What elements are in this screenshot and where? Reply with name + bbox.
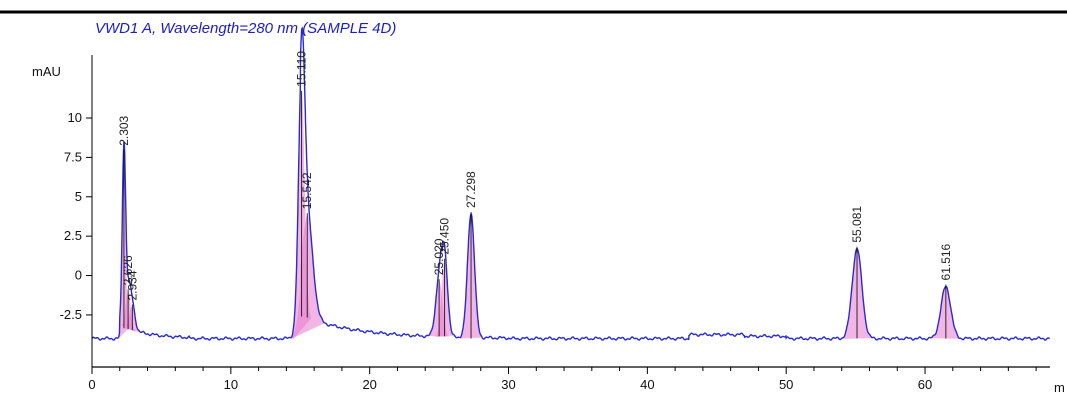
x-tick-label-4: 40: [640, 377, 654, 392]
peak-label-1: 2.626: [121, 255, 135, 285]
peak-label-9: 61.516: [939, 243, 953, 280]
chart-title: VWD1 A, Wavelength=280 nm (SAMPLE 4D): [95, 20, 396, 37]
peak-label-2: 2.934: [125, 270, 139, 300]
peak-label-7: 27.298: [464, 171, 478, 208]
y-tick-label-5: 10: [68, 110, 82, 125]
x-tick-label-0: 0: [88, 377, 95, 392]
x-axis-unit-label: m: [1054, 380, 1065, 395]
peak-label-4: 15.542: [300, 172, 314, 209]
y-tick-label-4: 7.5: [64, 149, 82, 164]
y-axis-label: mAU: [32, 64, 61, 79]
peak-label-5: 25.020: [432, 238, 446, 275]
y-ticks: -2.5 0 2.5 5 7.5 10: [60, 110, 92, 322]
peak-label-6: 25.450: [438, 218, 452, 255]
peak-label-3: 15.110: [295, 51, 309, 87]
peak-fills: [118, 92, 961, 340]
x-ticks: 0 10 20 30 40 50 60: [88, 367, 1037, 392]
x-tick-label-3: 30: [501, 377, 515, 392]
y-tick-label-1: 0: [75, 268, 82, 283]
peak-label-8: 55.081: [850, 206, 864, 243]
x-tick-label-1: 10: [224, 377, 238, 392]
y-tick-label-2: 2.5: [64, 228, 82, 243]
y-tick-label-3: 5: [75, 189, 82, 204]
peak-label-0: 2.303: [117, 115, 131, 145]
x-tick-label-6: 60: [918, 377, 932, 392]
y-tick-label-0: -2.5: [60, 307, 82, 322]
x-tick-label-5: 50: [779, 377, 793, 392]
signal-trace: [91, 26, 1050, 341]
peak-markers: [123, 90, 947, 339]
x-tick-label-2: 20: [362, 377, 376, 392]
